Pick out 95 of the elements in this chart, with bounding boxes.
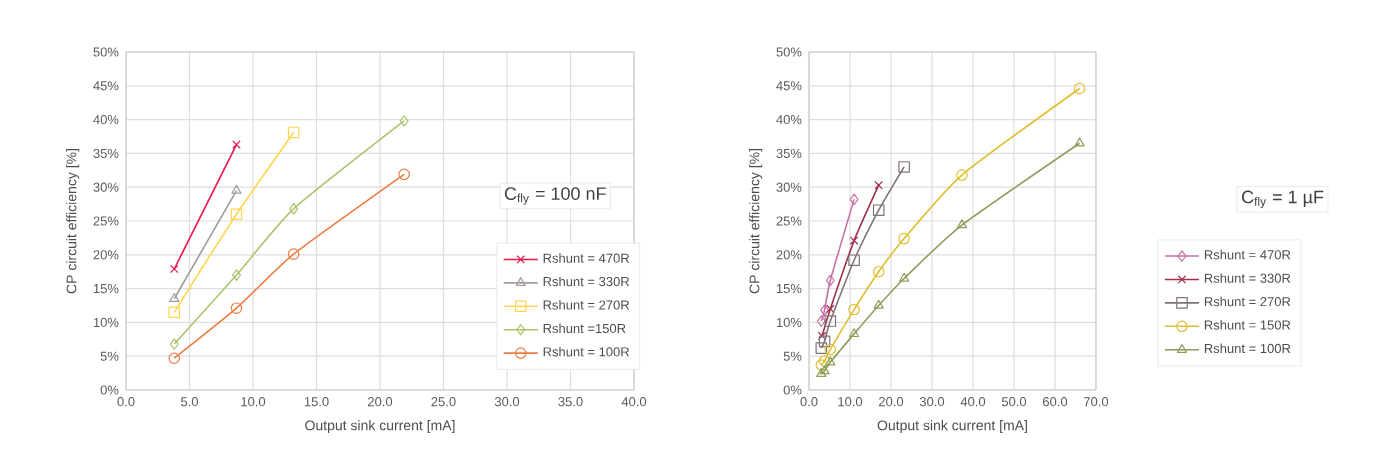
point	[825, 274, 835, 287]
legend-label: Rshunt = 470R	[1204, 249, 1291, 260]
point	[232, 140, 241, 149]
x-tick-label: 30.0	[919, 397, 945, 407]
x-tick-label: 60.0	[1043, 397, 1068, 407]
point	[848, 254, 860, 267]
x-tick-label: 0.0	[117, 397, 135, 407]
point	[398, 168, 410, 181]
point	[230, 208, 243, 221]
x-tick-label: 25.0	[431, 397, 456, 407]
x-tick-label: 20.0	[368, 397, 393, 407]
point	[849, 236, 859, 245]
y-tick-label: 15%	[776, 284, 802, 294]
y-tick-label: 0%	[100, 385, 119, 395]
x-tick-label: 35.0	[558, 397, 583, 407]
point	[825, 356, 836, 366]
legend-label: Rshunt = 330R	[543, 276, 630, 287]
point	[824, 343, 837, 356]
y-tick-label: 10%	[776, 317, 802, 327]
x-tick-label: 10.0	[838, 397, 863, 407]
y-tick-label: 35%	[93, 148, 119, 158]
y-tick-label: 20%	[93, 250, 119, 260]
y-tick-label: 40%	[776, 115, 802, 125]
y-tick-label: 10%	[93, 317, 119, 327]
point	[818, 355, 831, 367]
y-tick-label: 0%	[783, 385, 802, 395]
point	[898, 161, 910, 173]
x-tick-label: 20.0	[879, 397, 904, 407]
y-tick-label: 25%	[93, 216, 119, 226]
x-tick-label: 10.0	[241, 397, 266, 407]
legend-label: Rshunt = 270R	[543, 300, 630, 310]
x-tick-label: 40.0	[621, 397, 647, 407]
legend-label: Rshunt =150R	[543, 323, 626, 334]
point	[899, 272, 910, 282]
point	[168, 306, 181, 319]
y-tick-label: 5%	[100, 351, 119, 361]
point	[287, 248, 300, 260]
annotation: C$_{fly}$ = 100 nF	[504, 187, 606, 205]
point	[815, 359, 828, 371]
text: C$_{fly}$ = 1 µF	[1241, 190, 1324, 209]
point	[230, 302, 243, 315]
legend-label: Rshunt = 100R	[1204, 343, 1291, 354]
y-tick-label: 45%	[776, 81, 802, 91]
point	[399, 115, 409, 127]
y-tick-label: 50%	[776, 47, 802, 57]
point	[169, 338, 179, 350]
point	[289, 203, 299, 215]
y-axis-title: CP circuit efficiency [%]	[749, 149, 763, 294]
x-tick-label: 0.0	[800, 397, 818, 407]
legend-label: Rshunt = 330R	[1204, 273, 1291, 283]
y-tick-label: 20%	[776, 250, 802, 260]
point	[874, 180, 883, 190]
x-tick-label: 70.0	[1084, 397, 1109, 407]
x-tick-label: 30.0	[494, 397, 520, 407]
y-tick-label: 15%	[93, 284, 119, 294]
x-tick-label: 40.0	[960, 397, 986, 407]
legend-label: Rshunt = 470R	[543, 253, 630, 263]
y-tick-label: 50%	[93, 47, 119, 57]
x-axis-title: Output sink current [mA]	[305, 420, 455, 434]
point	[826, 304, 835, 314]
point	[287, 126, 300, 139]
point	[824, 315, 837, 327]
y-tick-label: 25%	[776, 216, 802, 226]
point	[817, 331, 827, 341]
x-tick-label: 5.0	[181, 397, 199, 407]
x-axis-title: Output sink current [mA]	[877, 420, 1027, 434]
y-axis-title: CP circuit efficiency [%]	[66, 149, 80, 294]
point	[815, 342, 828, 354]
y-tick-label: 35%	[776, 148, 802, 158]
y-tick-label: 5%	[783, 351, 802, 361]
point	[820, 304, 830, 317]
point	[849, 193, 859, 206]
point	[1073, 82, 1086, 95]
legend-label: Rshunt = 270R	[1204, 296, 1291, 307]
point	[898, 232, 910, 245]
point	[872, 204, 885, 216]
point	[169, 264, 179, 274]
point	[848, 303, 860, 316]
y-tick-label: 45%	[93, 81, 119, 91]
legend-label: Rshunt = 150R	[1204, 320, 1291, 330]
point	[168, 352, 181, 365]
point	[873, 299, 884, 309]
y-tick-label: 40%	[93, 115, 119, 125]
point	[956, 219, 968, 229]
x-tick-label: 50.0	[1001, 397, 1027, 407]
point	[1074, 137, 1085, 147]
legend-label: Rshunt = 100R	[543, 346, 630, 357]
point	[956, 169, 968, 181]
point	[816, 315, 826, 327]
point	[849, 328, 860, 338]
x-tick-label: 15.0	[304, 397, 329, 407]
y-tick-label: 30%	[776, 182, 802, 192]
y-tick-label: 30%	[93, 182, 119, 192]
point	[872, 265, 885, 278]
point	[232, 269, 241, 281]
